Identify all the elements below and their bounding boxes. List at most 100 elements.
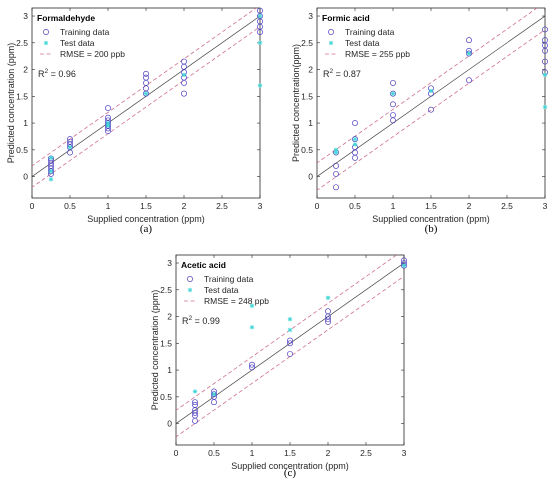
test-marker-stroke bbox=[182, 72, 186, 77]
training-data-point bbox=[192, 409, 198, 416]
x-tick-label: 1.5 bbox=[284, 448, 296, 458]
test-data-point bbox=[325, 295, 331, 301]
x-tick-label: 2 bbox=[182, 201, 187, 211]
r-squared-annotation: R2 = 0.96 bbox=[38, 68, 76, 79]
test-data-point bbox=[352, 142, 358, 147]
rmse-lower-bound-line bbox=[317, 29, 545, 191]
x-tick-label: 2 bbox=[326, 448, 331, 458]
x-tick-label: 3 bbox=[258, 201, 263, 211]
training-data-point bbox=[105, 105, 111, 112]
panel-caption: (a) bbox=[140, 223, 153, 235]
training-data-point bbox=[143, 70, 149, 77]
training-data-point bbox=[181, 63, 187, 70]
training-data-point bbox=[466, 37, 472, 44]
y-tick-label: 1.5 bbox=[301, 91, 313, 101]
chart-panel-2: 0 0.5 1 1.5 2 2.5 3 0 0.5 1 1.5 2 2.5 3 Supplied conce… bbox=[291, 7, 548, 235]
training-data-point bbox=[192, 399, 198, 406]
legend-training-marker bbox=[187, 276, 193, 282]
legend-training-marker bbox=[43, 29, 49, 35]
y-tick-label: 2 bbox=[308, 65, 313, 75]
panel-caption: (c) bbox=[284, 467, 297, 479]
test-marker-stroke bbox=[49, 155, 53, 160]
y-tick-label: 3 bbox=[167, 258, 172, 268]
legend-test-label: Test data bbox=[345, 38, 380, 48]
rmse-upper-bound-line bbox=[317, 8, 538, 164]
training-data-point bbox=[143, 74, 149, 81]
y-axis-label: Predicted concentration (ppm) bbox=[6, 43, 16, 164]
chart-panel-1: 0 0.5 1 1.5 2 2.5 3 0 0.5 1 1.5 2 2.5 3 Supplied conce… bbox=[6, 7, 263, 235]
y-tick-label: 1 bbox=[23, 118, 28, 128]
test-marker-stroke bbox=[49, 169, 53, 174]
x-tick-label: 2 bbox=[467, 201, 472, 211]
training-data-point bbox=[143, 85, 149, 92]
training-data-point bbox=[333, 184, 339, 191]
test-data-point bbox=[287, 317, 293, 322]
test-data-point bbox=[67, 144, 73, 150]
x-tick-label: 2.5 bbox=[501, 201, 513, 211]
test-marker-stroke bbox=[288, 317, 292, 322]
legend-test-marker bbox=[328, 40, 334, 46]
test-data-point bbox=[211, 391, 217, 397]
y-tick-label: 1.5 bbox=[160, 338, 172, 348]
test-marker-stroke bbox=[429, 89, 433, 93]
test-data-point bbox=[257, 13, 263, 19]
test-marker-stroke bbox=[258, 40, 262, 45]
legend-training-label: Training data bbox=[60, 27, 110, 37]
y-tick-label: 0 bbox=[167, 419, 172, 429]
training-data-point bbox=[181, 90, 187, 97]
test-data-point bbox=[48, 169, 54, 174]
r-squared-symbol: R bbox=[323, 69, 330, 79]
x-tick-label: 0.5 bbox=[208, 448, 220, 458]
test-marker-stroke bbox=[106, 123, 110, 128]
legend-training-label: Training data bbox=[345, 27, 395, 37]
training-data-point bbox=[333, 170, 339, 177]
training-data-point bbox=[181, 79, 187, 86]
training-data-point bbox=[542, 37, 548, 44]
y-tick-label: 0 bbox=[308, 172, 313, 182]
training-data-point bbox=[428, 106, 434, 113]
test-data-point bbox=[249, 303, 255, 309]
test-data-point bbox=[143, 91, 149, 96]
x-tick-label: 1 bbox=[391, 201, 396, 211]
chart-title: Formaldehyde bbox=[37, 13, 95, 23]
x-tick-label: 1 bbox=[106, 201, 111, 211]
y-tick-label: 2.5 bbox=[16, 38, 28, 48]
y-tick-label: 0 bbox=[23, 172, 28, 182]
test-marker-stroke bbox=[250, 303, 254, 308]
training-data-point bbox=[352, 149, 358, 156]
test-data-point bbox=[428, 88, 434, 94]
test-data-point bbox=[192, 389, 198, 394]
y-tick-label: 3 bbox=[23, 11, 28, 21]
training-data-point bbox=[542, 26, 548, 33]
x-tick-label: 3 bbox=[402, 448, 407, 458]
r-squared-value: = 0.87 bbox=[333, 69, 361, 79]
training-data-point bbox=[67, 149, 73, 156]
test-data-point bbox=[352, 136, 358, 142]
r-squared-value: = 0.96 bbox=[48, 69, 76, 79]
ideal-fit-line bbox=[32, 15, 260, 178]
r-squared-annotation: R2 = 0.99 bbox=[182, 315, 220, 326]
training-data-point bbox=[143, 79, 149, 86]
test-marker-stroke bbox=[334, 150, 338, 155]
test-data-point bbox=[466, 51, 472, 56]
test-marker-stroke bbox=[288, 327, 292, 332]
legend-test-label: Test data bbox=[60, 38, 95, 48]
chart-title: Formic acid bbox=[322, 13, 370, 23]
test-marker-stroke bbox=[258, 83, 262, 88]
r-squared-annotation: R2 = 0.87 bbox=[323, 68, 361, 79]
chart-title: Acetic acid bbox=[181, 260, 226, 270]
test-marker-stroke bbox=[353, 142, 357, 147]
training-data-point bbox=[390, 112, 396, 118]
training-data-point bbox=[249, 361, 255, 368]
legend-rmse-label: RMSE = 248 ppb bbox=[204, 296, 269, 306]
training-data-point bbox=[257, 7, 263, 14]
r-squared-symbol: R bbox=[38, 69, 45, 79]
panel-caption: (b) bbox=[425, 223, 438, 235]
r-squared-symbol: R bbox=[182, 316, 189, 326]
training-data-point bbox=[390, 79, 396, 86]
x-tick-label: 2.5 bbox=[216, 201, 228, 211]
x-tick-label: 0 bbox=[174, 448, 179, 458]
x-axis-label: Supplied concentration (ppm) bbox=[87, 214, 205, 224]
chart-panel-3: 0 0.5 1 1.5 2 2.5 3 0 0.5 1 1.5 2 2.5 3 Supplied conce… bbox=[150, 254, 407, 479]
